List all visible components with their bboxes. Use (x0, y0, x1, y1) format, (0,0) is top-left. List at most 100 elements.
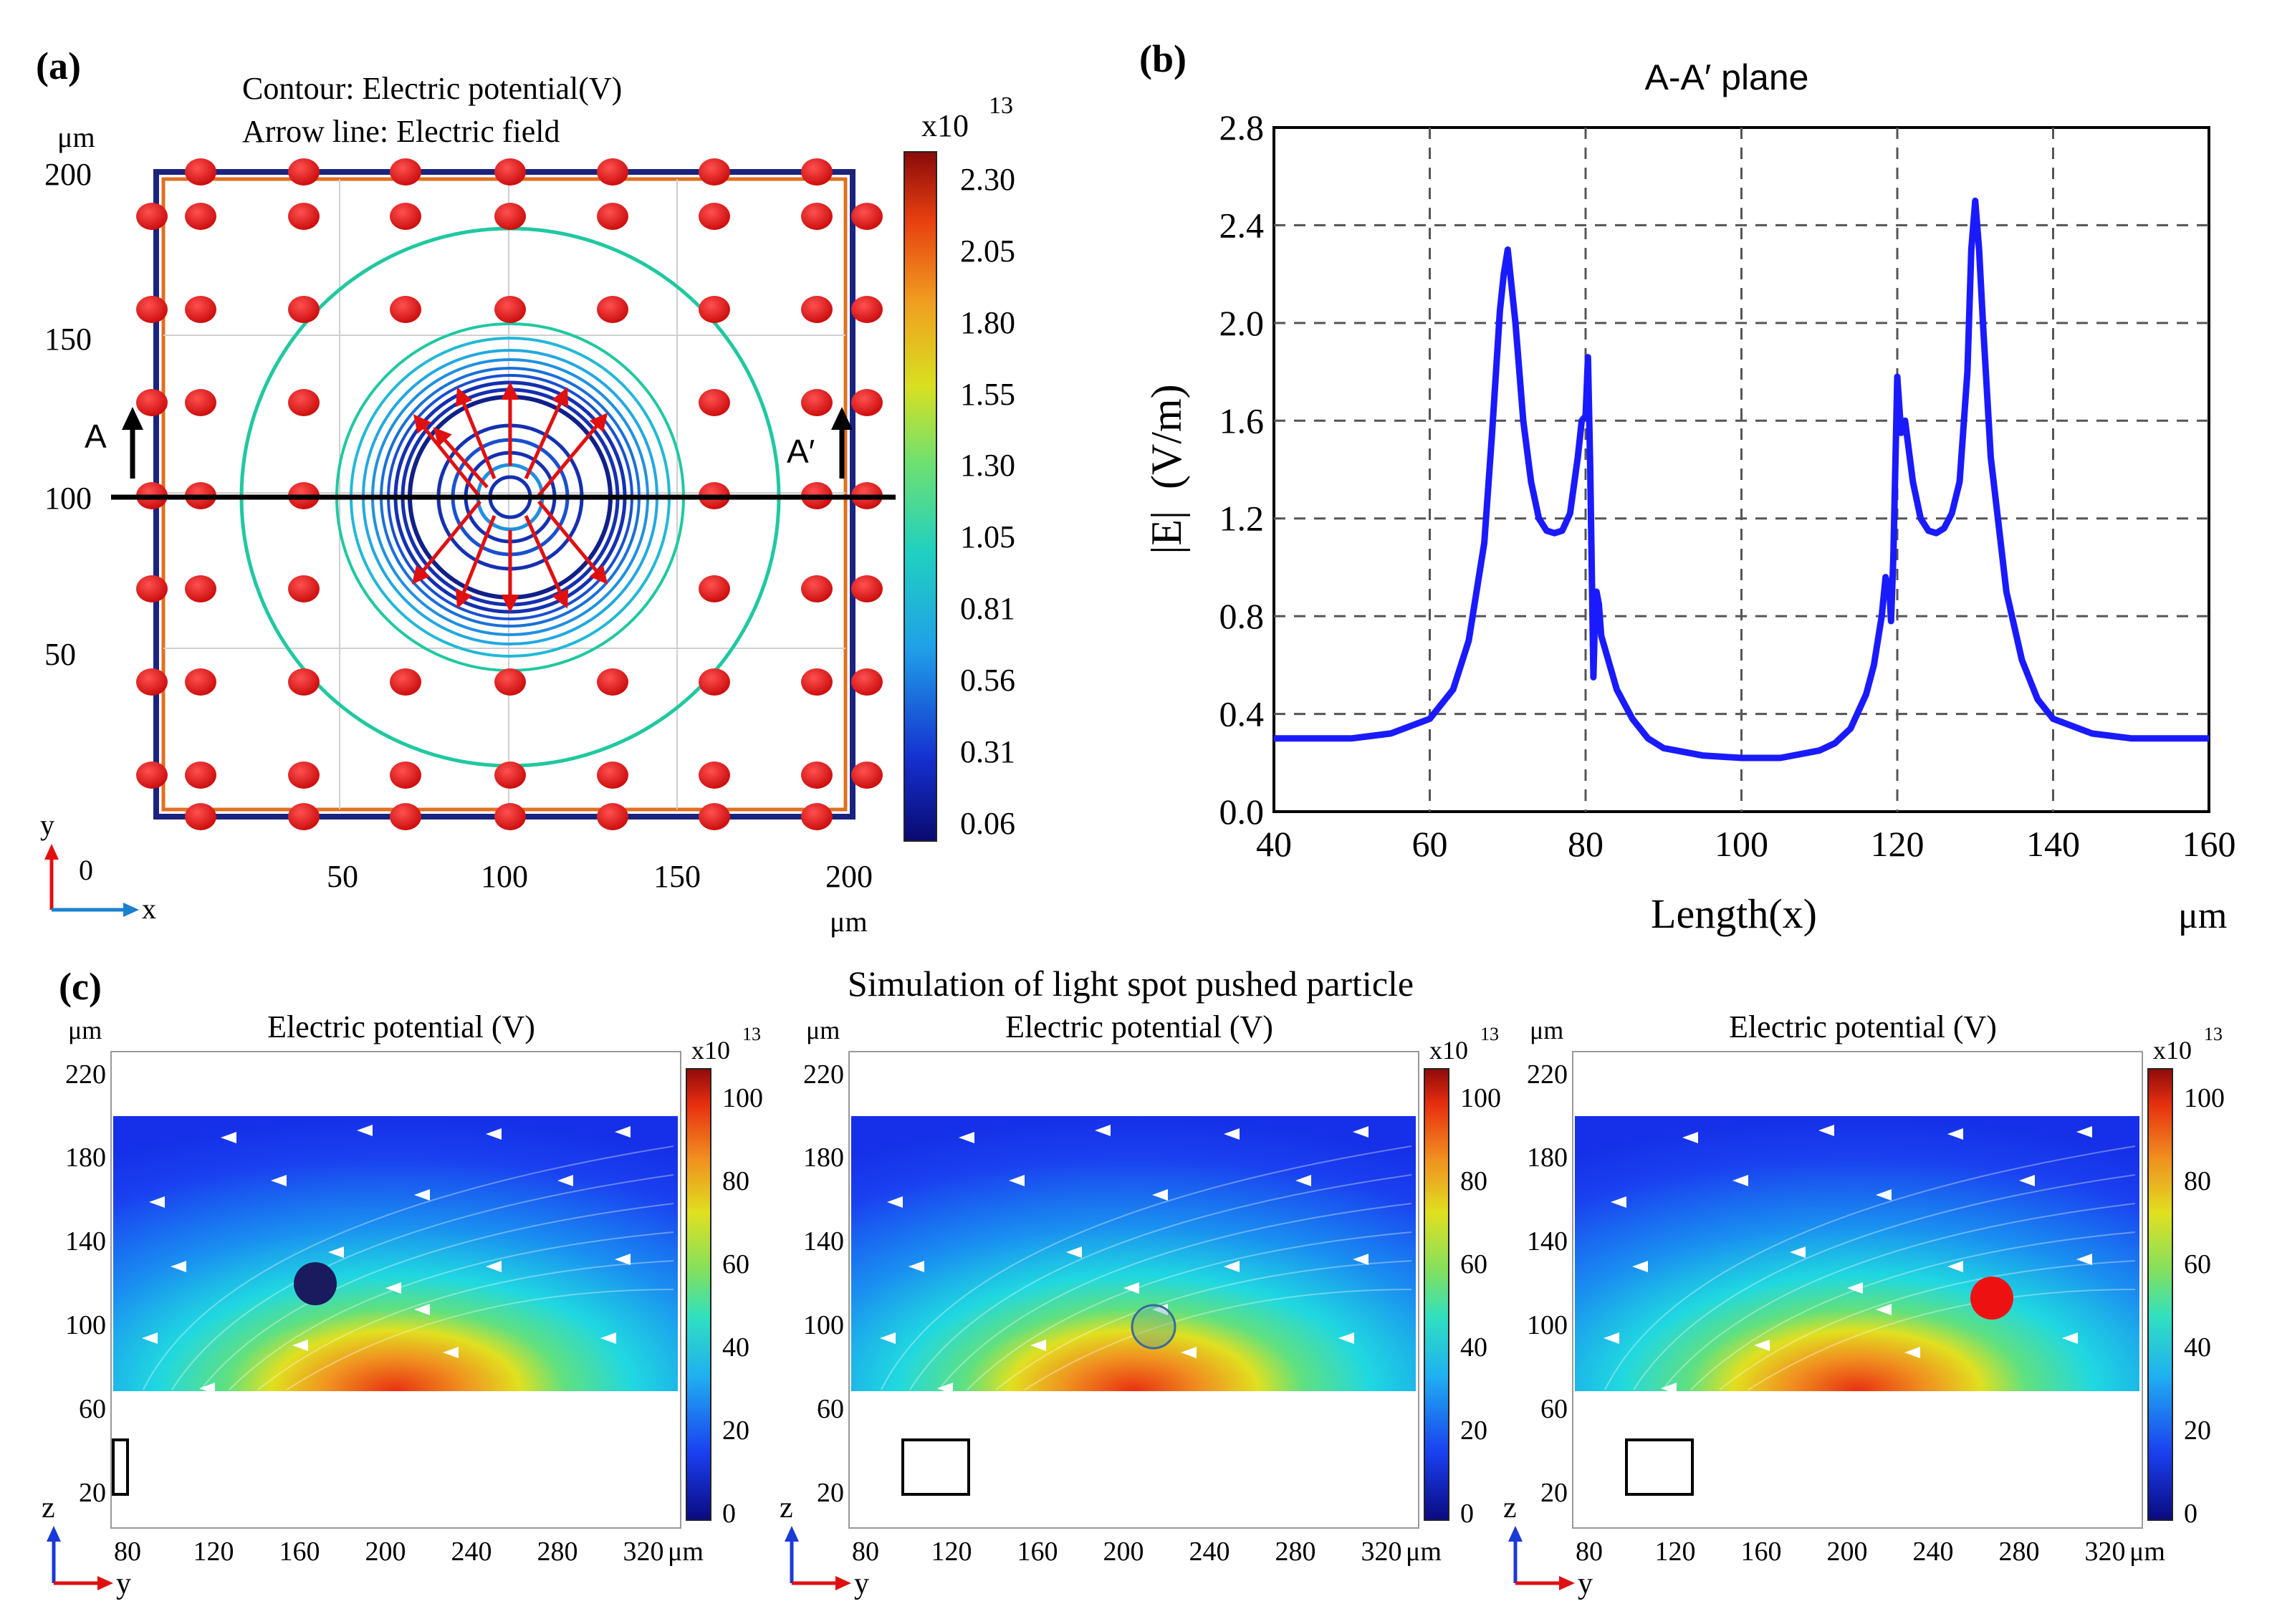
x-tick: 160 (279, 1537, 320, 1567)
marker-a-prime: A′ (787, 407, 853, 479)
particle-dot (288, 296, 320, 323)
particle-dot (390, 761, 421, 789)
particle (1131, 1304, 1176, 1350)
x-tick: 240 (1913, 1537, 1954, 1567)
panel-a: (a) Contour: Electric potential(V) Arrow… (36, 44, 1015, 938)
particle-dot (699, 203, 730, 230)
field-arrow-icon (2076, 1126, 2092, 1138)
field-arrow-icon (1876, 1189, 1892, 1201)
y-tick: 150 (44, 322, 92, 357)
particle-dot (597, 296, 628, 323)
field-streamline (881, 1145, 1412, 1390)
y-unit-label: μm (668, 1537, 704, 1567)
origin-label: 0 (79, 854, 93, 886)
field-arrow-icon (486, 1261, 502, 1272)
particle-dot (699, 668, 730, 696)
colorbar-tick: 60 (2184, 1249, 2211, 1279)
field-streamline (1690, 1231, 2136, 1390)
colorbar-a-labels: x10 13 2.30 2.05 1.80 1.55 1.30 1.05 0.8… (921, 92, 1015, 841)
particle-dot (801, 761, 833, 789)
colorbar-tick: 1.05 (960, 519, 1015, 554)
colorbar-tick: 80 (1460, 1166, 1487, 1196)
y-ticks-b: 0.0 0.4 0.8 1.2 1.6 2.0 2.4 2.8 (1219, 107, 1265, 832)
colorbar-tick: 2.30 (960, 162, 1015, 197)
particle-dot (801, 389, 833, 416)
particle-dot (801, 803, 833, 830)
y-tick: 100 (803, 1310, 844, 1340)
colorbar-tick: 0.56 (960, 663, 1015, 698)
marker-a: A (85, 407, 143, 479)
particle-dot (390, 803, 421, 830)
colorbar-tick: 20 (1460, 1416, 1487, 1446)
marker-a-prime-label: A′ (787, 433, 815, 470)
field-arrow-icon (1224, 1261, 1240, 1272)
field-arrow-icon (1947, 1261, 1963, 1272)
axis-y-label: y (854, 1567, 869, 1600)
colorbar-exponent-sup: 13 (2204, 1024, 2223, 1044)
y-tick: 2.0 (1219, 303, 1265, 343)
potential-field (113, 1116, 678, 1391)
y-unit-label: μm (57, 121, 95, 153)
field-arrow-icon (2062, 1332, 2078, 1344)
field-arrow-icon (271, 1175, 287, 1186)
panel-c: (c) Simulation of light spot pushed part… (42, 964, 2225, 1600)
field-arrow-icon (1661, 1383, 1677, 1394)
contour-legend: Contour: Electric potential(V) (242, 71, 622, 106)
field-arrow-icon (1353, 1126, 1369, 1138)
x-tick: 140 (2026, 824, 2080, 864)
particle-dot (185, 389, 216, 416)
field-arrow-icon (1152, 1189, 1168, 1201)
x-tick: 120 (931, 1537, 972, 1567)
field-arrow-icon (1611, 1196, 1626, 1208)
particle-dot (494, 761, 526, 789)
y-tick: 0.4 (1219, 694, 1265, 734)
series-line (1274, 197, 2209, 761)
particle-dot (185, 668, 216, 696)
particle-dot (288, 575, 320, 602)
particle-dot (136, 761, 168, 789)
y-tick: 2.8 (1219, 107, 1265, 148)
x-tick: 80 (1568, 824, 1604, 864)
x-tick: 120 (1655, 1537, 1696, 1567)
field-streamline (200, 1203, 674, 1390)
field-arrow-icon (2019, 1175, 2035, 1186)
y-tick: 0.8 (1219, 596, 1265, 636)
particle-dot (136, 296, 168, 323)
field-arrow-icon (414, 1189, 430, 1201)
chart-title: A-A′ plane (1645, 57, 1809, 97)
field-arrow-icon (1904, 1347, 1920, 1358)
subplot-c-1: Electric potential (V) μm 220 180 140 100 60 20… (42, 1009, 763, 1600)
particle-dot (136, 389, 168, 416)
colorbar-tick: 60 (1460, 1249, 1487, 1279)
field-arrow-icon (880, 1332, 896, 1344)
particle-dot (390, 668, 421, 696)
colorbar-tick: 80 (722, 1166, 749, 1196)
particle-dot (699, 575, 730, 602)
colorbar-tick: 2.05 (960, 234, 1015, 269)
y-unit-label: μm (1406, 1537, 1442, 1567)
field-streamline (995, 1260, 1412, 1390)
subplot-c-2: Electric potential (V) μm 220 180 140 100 60 20… (780, 1009, 1501, 1600)
colorbar-exponent: x10 (691, 1036, 730, 1065)
colorbar-tick: 0.81 (960, 591, 1015, 626)
field-arrow-icon (1066, 1246, 1082, 1258)
particle-dot (288, 668, 320, 696)
field-arrow-icon (1353, 1254, 1369, 1265)
particle-dot (699, 803, 730, 830)
colorbar-tick: 0 (1460, 1499, 1474, 1529)
x-tick: 100 (481, 859, 528, 894)
x-tick: 280 (537, 1537, 578, 1567)
waveguide-outline (901, 1438, 970, 1496)
potential-field (851, 1116, 1416, 1391)
particle-dot (801, 296, 833, 323)
particle-dot (699, 296, 730, 323)
field-arrow-icon (171, 1261, 186, 1272)
y-tick: 20 (79, 1478, 106, 1508)
x-unit-label-b: μm (2178, 895, 2227, 936)
colorbar-tick: 100 (722, 1083, 763, 1113)
y-tick: 50 (44, 637, 76, 672)
x-tick: 80 (852, 1537, 879, 1567)
particle-dot (597, 803, 628, 830)
field-streamline (967, 1231, 1412, 1390)
field-arrow-icon (1295, 1175, 1311, 1186)
